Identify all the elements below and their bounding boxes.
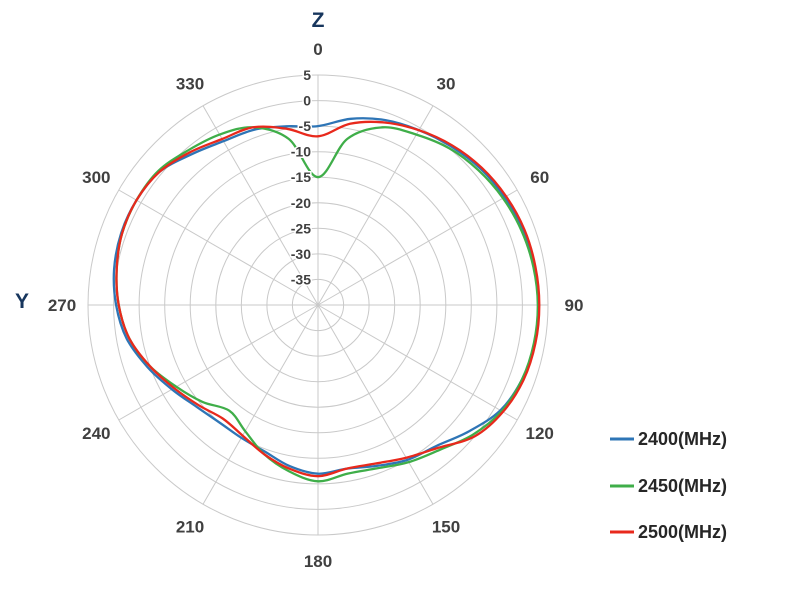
legend-label-2500: 2500(MHz) [638,522,727,542]
angle-tick-label: 60 [530,168,549,187]
grid-spoke [118,304,319,421]
grid-spoke [317,304,518,421]
angle-tick-label: 0 [313,40,322,59]
z-axis-title: Z [312,9,325,32]
angle-tick-label: 300 [82,168,110,187]
radial-tick-label: 5 [303,67,311,83]
grid-spoke [118,189,319,306]
radial-tick-label: -25 [291,220,311,236]
legend: 2400(MHz) 2450(MHz) 2500(MHz) [610,429,727,542]
angle-tick-label: 30 [437,74,456,93]
legend-item-2450: 2450(MHz) [610,476,727,496]
radial-tick-label: -35 [291,271,311,287]
legend-label-2450: 2450(MHz) [638,476,727,496]
grid-spoke [202,304,319,505]
legend-label-2400: 2400(MHz) [638,429,727,449]
grid-spoke [317,304,434,505]
radial-tick-label: -15 [291,169,311,185]
radial-tick-label: -20 [291,195,311,211]
radial-tick-label: -10 [291,144,311,160]
angle-tick-label: 270 [48,296,76,315]
angle-tick-label: 90 [565,296,584,315]
radial-tick-label: 0 [303,93,311,109]
legend-item-2400: 2400(MHz) [610,429,727,449]
grid-spoke [317,105,434,306]
angle-tick-label: 330 [176,74,204,93]
series-line-2500(MHz) [115,120,541,478]
grid-spoke [317,189,518,306]
angle-tick-label: 150 [432,518,460,537]
angle-tick-label: 180 [304,552,332,571]
legend-item-2500: 2500(MHz) [610,522,727,542]
y-axis-title: Y [15,290,29,313]
radial-tick-label: -5 [299,118,312,134]
polar-grid [87,74,549,536]
series-lines [112,117,541,483]
radial-tick-label: -30 [291,246,311,262]
angle-tick-label: 210 [176,518,204,537]
angle-tick-label: 120 [526,424,554,443]
angle-tick-label: 240 [82,424,110,443]
